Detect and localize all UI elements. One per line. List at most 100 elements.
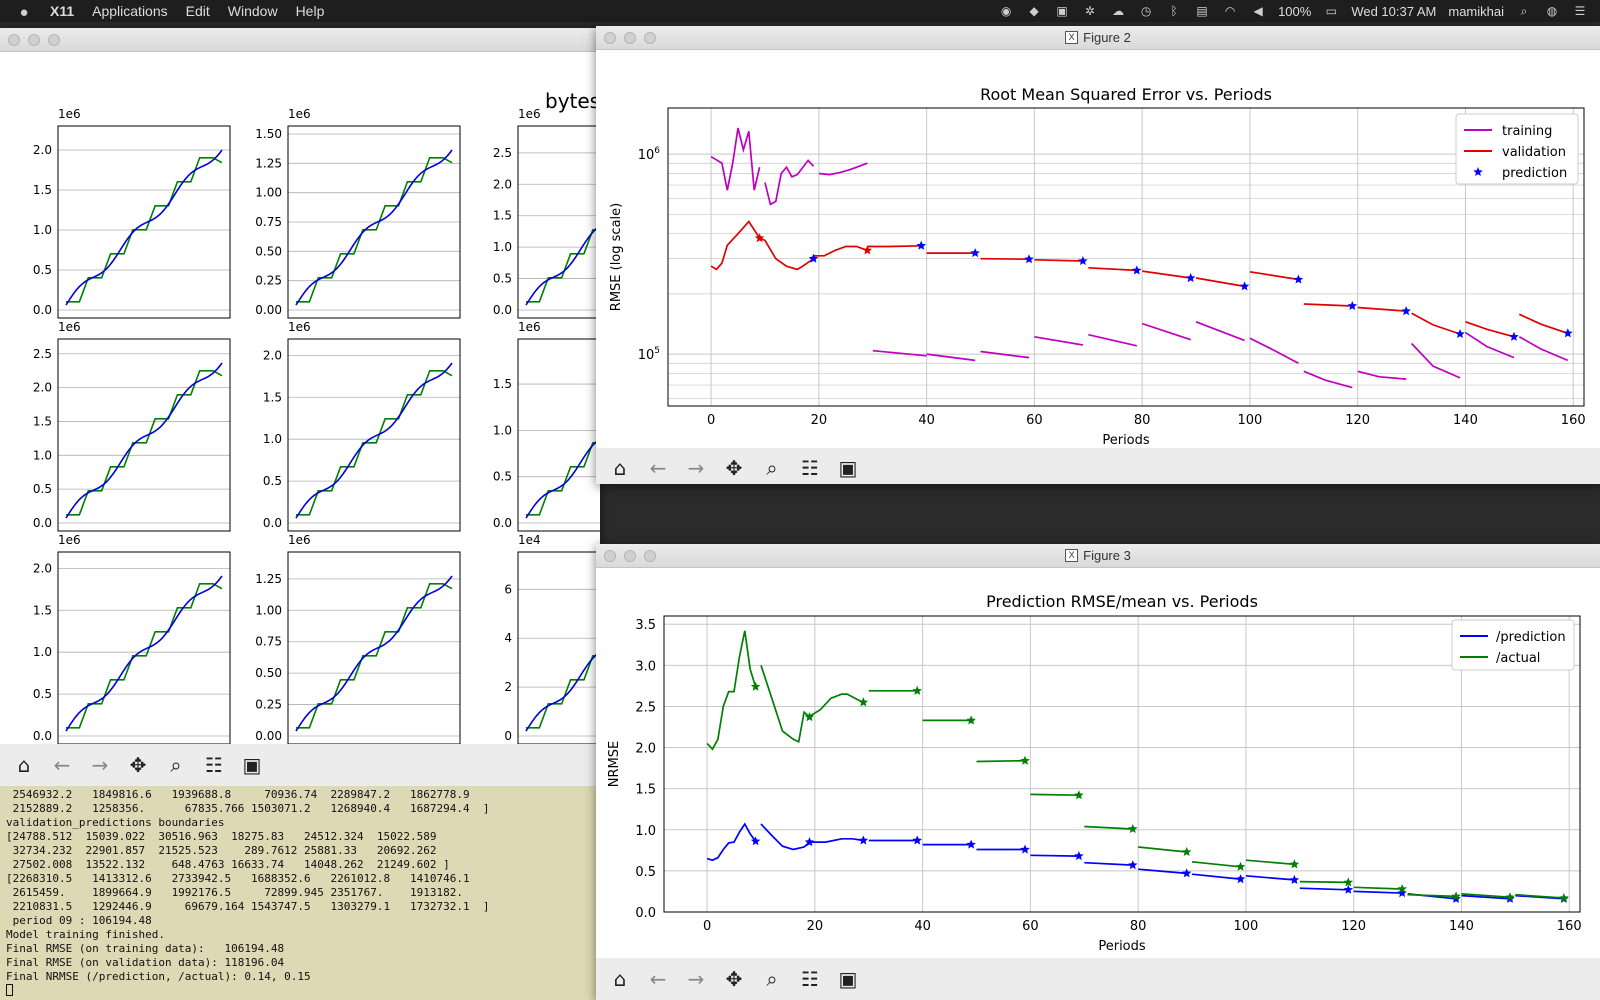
- tools-icon[interactable]: ✲: [1085, 4, 1096, 18]
- home-icon[interactable]: ⌂: [613, 456, 627, 480]
- forward-icon[interactable]: →: [687, 967, 705, 991]
- y-tick-label: 0.00: [255, 729, 282, 743]
- prediction-marker: [1563, 328, 1573, 338]
- search-icon[interactable]: ⌕: [1520, 4, 1528, 18]
- zoom-icon[interactable]: ⌕: [170, 753, 182, 777]
- save-icon[interactable]: ▣: [838, 967, 858, 991]
- zoom-icon[interactable]: ⌕: [766, 456, 778, 480]
- time-machine-icon[interactable]: ◷: [1140, 4, 1152, 18]
- actual-line: [296, 582, 453, 729]
- validation-line: [1142, 270, 1191, 279]
- prediction-marker: [808, 253, 819, 263]
- figure1-titlebar: [0, 28, 600, 52]
- series-marker: [912, 685, 922, 695]
- x-tick-label: 120: [1345, 413, 1370, 428]
- notification-icon[interactable]: ☰: [1574, 4, 1586, 18]
- close-button[interactable]: [604, 550, 616, 562]
- figure1-window: bytes 0.0 0.5 1.0 1.5 2.0 1e6 0.00 0.25 0.50 0.75 1…: [0, 28, 600, 788]
- zoom-button[interactable]: [48, 34, 60, 46]
- pan-icon[interactable]: ✥: [129, 753, 147, 777]
- zoom-button[interactable]: [644, 32, 656, 44]
- clock[interactable]: Wed 10:37 AM: [1351, 3, 1437, 19]
- close-button[interactable]: [8, 34, 20, 46]
- flag-icon[interactable]: ▤: [1196, 4, 1208, 18]
- y-tick-label: 0.5: [493, 470, 512, 484]
- menu-item-applications[interactable]: Applications: [92, 3, 168, 19]
- axis-exponent: 1e6: [518, 320, 541, 334]
- save-icon[interactable]: ▣: [242, 753, 262, 777]
- menu-app-name[interactable]: X11: [50, 3, 75, 19]
- back-icon[interactable]: ←: [649, 456, 667, 480]
- back-icon[interactable]: ←: [53, 753, 71, 777]
- terminal-line: Model training finished.: [6, 928, 165, 941]
- series-marker: [1451, 891, 1461, 901]
- series-marker: [1235, 861, 1246, 871]
- siri-icon[interactable]: ◍: [1546, 4, 1558, 18]
- validation-line: [1465, 320, 1515, 338]
- cloud-icon[interactable]: ☁: [1112, 4, 1125, 18]
- forward-icon[interactable]: →: [91, 753, 109, 777]
- y-tick-label: 106: [638, 146, 661, 163]
- minimize-button[interactable]: [28, 34, 40, 46]
- actual-line: [1030, 793, 1079, 797]
- validation-line: [710, 220, 814, 271]
- y-tick-label: 0.25: [255, 698, 282, 712]
- configure-subplots-icon[interactable]: ☷: [801, 456, 819, 480]
- figure1-canvas: bytes0.00.51.01.52.01e60.000.250.500.751…: [33, 89, 600, 760]
- y-tick-label: 0.0: [493, 303, 512, 317]
- configure-subplots-icon[interactable]: ☷: [205, 753, 223, 777]
- prediction-marker: [970, 248, 980, 258]
- prediction-marker: [1455, 329, 1465, 338]
- y-tick-label: 0.5: [33, 482, 52, 496]
- figure2-canvas: Root Mean Squared Error vs. Periods 0 20 40…: [609, 85, 1586, 448]
- pan-icon[interactable]: ✥: [725, 456, 743, 480]
- terminal-line: period 09 : 106194.48: [6, 914, 152, 927]
- zoom-button[interactable]: [644, 550, 656, 562]
- close-button[interactable]: [604, 32, 616, 44]
- bluetooth-icon[interactable]: ᛒ: [1170, 4, 1178, 18]
- y-tick-label: 4: [504, 631, 512, 645]
- actual-line: [1138, 846, 1187, 853]
- x-tick-label: 80: [1130, 919, 1147, 934]
- series-marker: [858, 835, 869, 845]
- x-tick-label: 160: [1561, 413, 1586, 428]
- menu-item-edit[interactable]: Edit: [185, 3, 210, 19]
- actual-line: [1407, 893, 1457, 898]
- actual-line: [1299, 880, 1349, 884]
- y-tick-label: 1.5: [263, 390, 282, 404]
- subplot: 0.0 0.5 1.0 1.5 2.0 2.5 1e6: [493, 107, 600, 319]
- battery-icon[interactable]: ▭: [1325, 4, 1337, 18]
- save-icon[interactable]: ▣: [838, 456, 858, 480]
- forward-icon[interactable]: →: [687, 456, 705, 480]
- y-tick-label: 3.5: [635, 618, 656, 633]
- back-icon[interactable]: ←: [649, 967, 667, 991]
- prediction-marker: [862, 245, 873, 255]
- zoom-icon[interactable]: ⌕: [766, 967, 778, 991]
- menu-item-window[interactable]: Window: [227, 3, 278, 19]
- user-name[interactable]: mamikhai: [1448, 3, 1504, 19]
- x-tick-label: 20: [811, 413, 828, 428]
- status-app-icon[interactable]: ◉: [1000, 4, 1012, 18]
- pan-icon[interactable]: ✥: [725, 967, 743, 991]
- y-tick-label: 1.5: [493, 209, 512, 223]
- home-icon[interactable]: ⌂: [613, 967, 627, 991]
- configure-subplots-icon[interactable]: ☷: [801, 967, 819, 991]
- apple-icon[interactable]: ●: [19, 4, 29, 21]
- menu-item-help[interactable]: Help: [295, 3, 325, 19]
- prediction-marker: [1132, 265, 1142, 275]
- screen-icon[interactable]: ▣: [1056, 4, 1068, 18]
- minimize-button[interactable]: [624, 550, 636, 562]
- y-axis-label: NRMSE: [607, 741, 622, 787]
- x-tick-label: 140: [1453, 413, 1478, 428]
- wifi-icon[interactable]: ◠: [1224, 4, 1236, 18]
- actual-line: [526, 441, 600, 516]
- volume-icon[interactable]: ◀: [1253, 4, 1263, 18]
- home-icon[interactable]: ⌂: [17, 753, 31, 777]
- terminal[interactable]: 2546932.2 1849816.6 1939688.8 70936.74 2…: [0, 786, 596, 1000]
- y-tick-label: 2.5: [493, 146, 512, 160]
- y-tick-label: 0: [504, 729, 512, 743]
- figure3-window: X Figure 3 Prediction RMSE/mean vs. Perio…: [596, 544, 1600, 1000]
- terminal-line: Final RMSE (on training data): 106194.48: [6, 942, 285, 955]
- dropbox-icon[interactable]: ◆: [1029, 4, 1039, 18]
- minimize-button[interactable]: [624, 32, 636, 44]
